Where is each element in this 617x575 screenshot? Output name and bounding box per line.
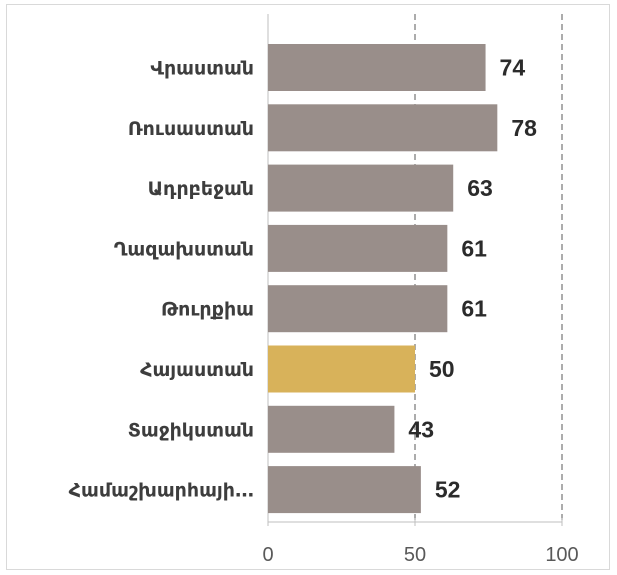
bar xyxy=(268,405,395,453)
category-label: Համաշխարհայի… xyxy=(69,480,254,502)
x-tick-label: 50 xyxy=(404,544,426,566)
data-label: 63 xyxy=(467,175,493,201)
x-tick-label: 0 xyxy=(262,544,273,566)
bar xyxy=(268,164,454,212)
x-tick-label: 100 xyxy=(545,544,578,566)
data-label: 52 xyxy=(435,477,461,503)
bar xyxy=(268,466,421,514)
data-label: 43 xyxy=(408,416,434,442)
category-label: Հայաստան xyxy=(140,359,254,381)
data-label: 61 xyxy=(461,235,487,261)
data-label: 50 xyxy=(429,356,455,382)
data-label: 61 xyxy=(461,296,487,322)
category-label: Տաջիկստան xyxy=(128,419,254,441)
bar xyxy=(268,104,498,152)
category-label: Ղազախստան xyxy=(114,238,254,260)
category-label: Ադրբեջան xyxy=(148,178,254,200)
bar xyxy=(268,44,486,91)
bar xyxy=(268,345,415,393)
category-label: Վրաստան xyxy=(150,58,254,80)
bar xyxy=(268,285,448,333)
category-label: Ռուսաստան xyxy=(128,118,254,140)
data-label: 74 xyxy=(500,55,526,81)
bar xyxy=(268,224,448,272)
data-label: 78 xyxy=(511,115,537,141)
category-label: Թուրքիա xyxy=(161,299,254,321)
